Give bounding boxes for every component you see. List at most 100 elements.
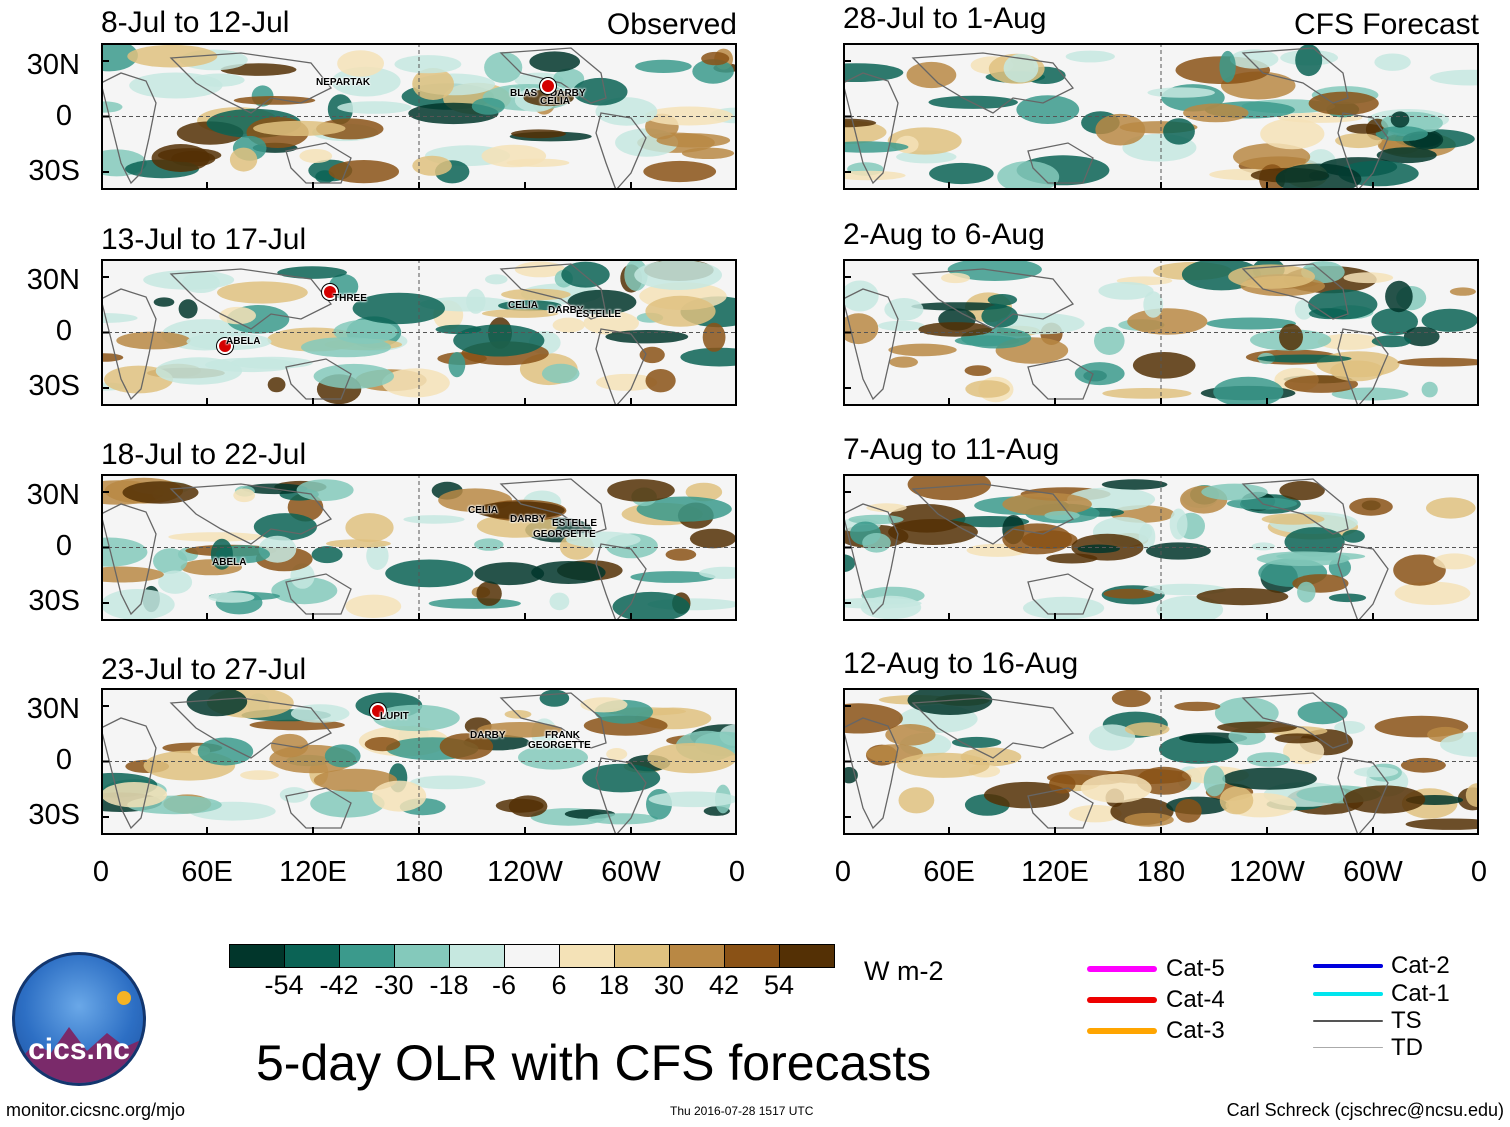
storm-label: NEPARTAK [316,77,371,88]
x-tick-label: 180 [1136,856,1186,888]
coastline [169,52,333,114]
coastline [911,52,1075,114]
olr-anomaly-blob [1088,724,1136,751]
olr-map [843,259,1479,406]
olr-anomaly-blob [373,704,460,732]
olr-anomaly-blob [372,780,427,812]
olr-anomaly-blob [964,365,992,376]
storm-label: DARBY [548,305,584,316]
y-tick-label: 0 [55,530,72,562]
olr-anomaly-blob [595,97,658,126]
olr-anomaly-blob [634,260,722,290]
olr-map [843,474,1479,621]
y-tick-label: 30S [28,155,80,187]
olr-anomaly-blob [952,736,1002,748]
storm-label: DARBY [550,88,586,99]
legend-label: Cat-5 [1166,955,1225,982]
olr-anomaly-blob [453,324,545,357]
footer-url[interactable]: monitor.cicsnc.org/mjo [6,1100,186,1120]
olr-anomaly-blob [277,266,347,279]
storm-label: CELIA [540,96,570,107]
storm-label: CELIA [508,300,538,311]
olr-anomaly-blob [412,155,452,176]
olr-anomaly-blob [918,322,993,337]
olr-anomaly-blob [1343,785,1426,814]
olr-anomaly-blob [843,63,904,82]
olr-map [101,259,737,406]
olr-anomaly-blob [1222,767,1317,790]
olr-anomaly-blob [495,798,544,813]
y-tick-label: 0 [55,100,72,132]
olr-anomaly-blob [1393,554,1446,586]
panel-obs-3 [101,474,737,621]
coastline [843,288,899,401]
coastline [1337,328,1389,406]
storm-label: THREE [333,293,367,304]
olr-anomaly-blob [1353,766,1399,778]
olr-anomaly-blob [1247,752,1290,767]
olr-anomaly-blob [549,592,570,611]
olr-anomaly-blob [197,737,254,766]
x-tick-label: 120E [1021,856,1089,888]
olr-anomaly-blob [1328,593,1367,603]
olr-anomaly-blob [644,106,734,126]
olr-anomaly-blob [122,481,199,504]
olr-anomaly-blob [529,51,580,72]
olr-map [101,43,737,190]
colorbar-label: -18 [429,970,469,1000]
olr-anomaly-blob [403,515,465,524]
olr-anomaly-blob [233,488,256,503]
coastline [285,358,352,400]
olr-anomaly-blob [1284,527,1345,557]
y-tick-label: 30S [28,585,80,617]
panel-title: 18-Jul to 22-Jul [101,438,307,471]
olr-anomaly-blob [1349,497,1393,516]
coastline [843,72,899,185]
olr-anomaly-blob [364,737,401,752]
olr-anomaly-blob [366,541,389,570]
x-tick-label: 60W [601,856,661,888]
olr-anomaly-blob [1077,544,1120,554]
olr-anomaly-blob [1421,381,1438,398]
olr-anomaly-blob [1219,786,1254,815]
footer-author: Carl Schreck (cjschrec@ncsu.edu) [1226,1100,1504,1120]
olr-anomaly-blob [1044,510,1080,521]
olr-anomaly-blob [689,528,737,549]
olr-anomaly-blob [645,369,676,393]
olr-anomaly-blob [843,170,906,181]
olr-anomaly-blob [153,297,175,307]
storm-label: ABELA [212,557,247,568]
storm-label: GEORGETTE [528,740,591,751]
olr-anomaly-blob [1002,492,1092,516]
olr-anomaly-blob [1124,722,1170,737]
storm-label: ABELA [226,336,261,347]
coastline [595,543,647,621]
colorbar-swatch [395,945,450,967]
olr-anomaly-blob [474,501,565,520]
footer-timestamp: Thu 2016-07-28 1517 UTC [670,1104,814,1118]
coastline [1241,478,1349,535]
olr-anomaly-blob [566,531,641,548]
olr-anomaly-blob [1169,508,1188,540]
logo-sun-icon [117,991,131,1005]
olr-anomaly-blob [1095,113,1146,146]
coastline [1027,573,1094,615]
olr-anomaly-blob [1433,553,1476,570]
legend-label: TD [1391,1034,1423,1061]
olr-anomaly-blob [1163,118,1195,145]
olr-anomaly-blob [313,363,394,389]
olr-anomaly-blob [997,161,1060,190]
olr-anomaly-blob [410,775,486,790]
olr-anomaly-blob [580,697,628,713]
olr-anomaly-blob [1275,163,1362,190]
olr-anomaly-blob [1260,118,1325,150]
olr-anomaly-blob [1343,272,1394,284]
olr-anomaly-blob [1251,542,1275,551]
legend-line-cat5 [1087,966,1157,972]
olr-anomaly-blob [233,96,316,105]
legend-label: Cat-4 [1166,986,1225,1013]
olr-anomaly-blob [193,73,245,87]
olr-anomaly-blob [1074,362,1125,386]
olr-anomaly-blob [1376,147,1437,164]
olr-anomaly-blob [699,566,737,579]
